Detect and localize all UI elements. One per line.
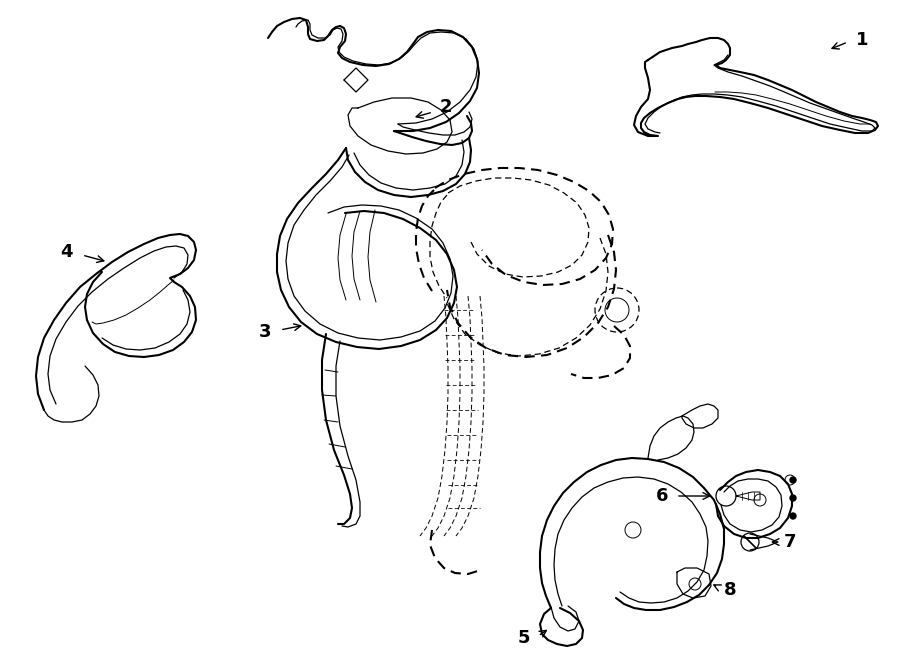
Circle shape	[790, 495, 796, 501]
Text: 7: 7	[784, 533, 796, 551]
Text: 8: 8	[724, 581, 736, 599]
Text: 1: 1	[856, 31, 868, 49]
Text: 4: 4	[59, 243, 72, 261]
Circle shape	[790, 513, 796, 519]
Text: 5: 5	[518, 629, 530, 647]
Text: 2: 2	[440, 98, 452, 116]
Circle shape	[790, 477, 796, 483]
Text: 3: 3	[259, 323, 271, 341]
Text: 6: 6	[656, 487, 668, 505]
